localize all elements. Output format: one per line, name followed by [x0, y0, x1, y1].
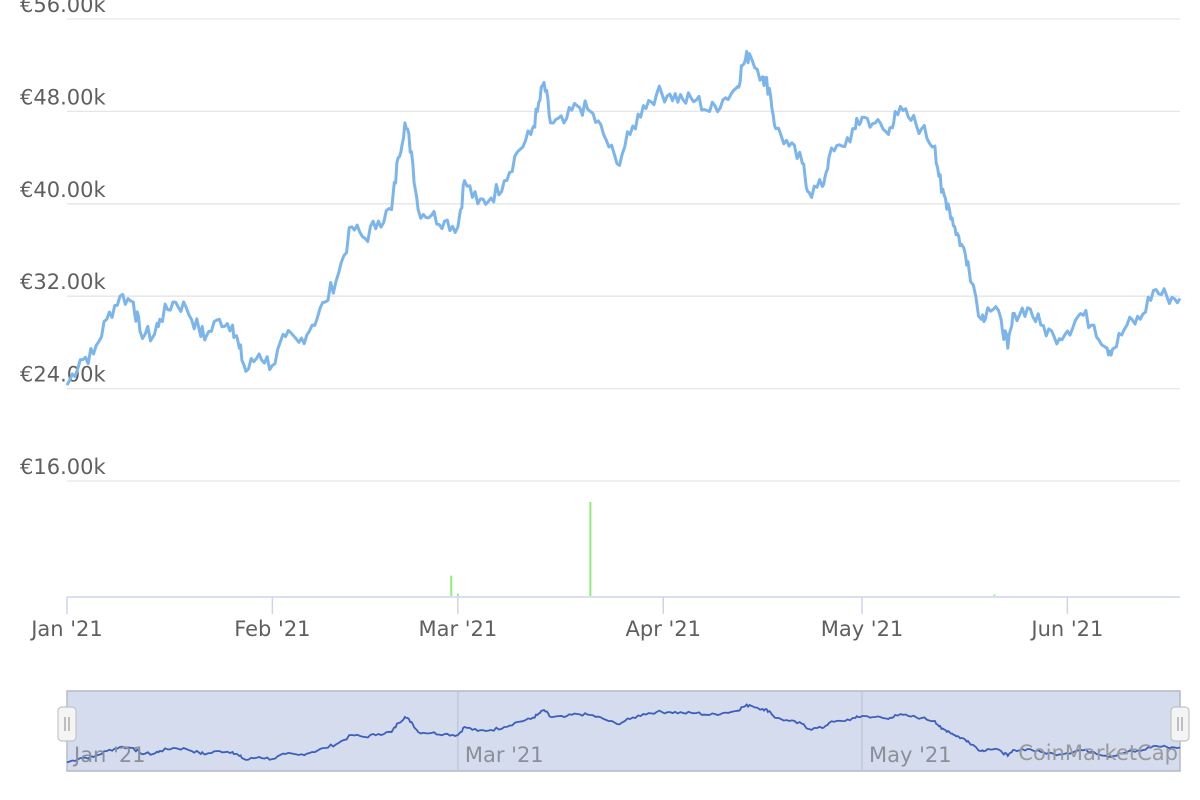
- y-tick-label: €16.00k: [20, 455, 106, 479]
- credits-label[interactable]: CoinMarketCap: [1018, 741, 1178, 765]
- navigator-right-handle[interactable]: [1170, 706, 1190, 742]
- bar-mark: [589, 502, 592, 596]
- navigator-selection[interactable]: [66, 690, 1181, 772]
- bar-series: [450, 502, 996, 596]
- y-tick-label: €24.00k: [20, 363, 106, 387]
- x-tick-label: Jun '21: [1029, 617, 1103, 641]
- x-tick-label: Apr '21: [626, 617, 702, 641]
- y-axis-labels: €16.00k €24.00k €32.00k €40.00k €48.00k €56.0…: [20, 0, 106, 479]
- navigator-series-line: [66, 703, 1181, 764]
- x-tick-label: May '21: [821, 617, 904, 641]
- navigator-label: May '21: [869, 743, 952, 767]
- x-axis: Jan '21 Feb '21 Mar '21 Apr '21 May '21 Jun '…: [29, 596, 1180, 641]
- y-tick-label: €40.00k: [20, 178, 106, 202]
- x-tick-label: Feb '21: [234, 617, 310, 641]
- price-line-series: [65, 49, 1182, 386]
- bar-mark: [456, 593, 459, 596]
- y-tick-label: €56.00k: [20, 0, 106, 17]
- price-line: [65, 49, 1182, 386]
- bar-mark: [450, 575, 453, 596]
- navigator[interactable]: Jan '21 Mar '21 May '21 CoinMarketCap: [57, 690, 1190, 772]
- x-tick-label: Mar '21: [418, 617, 497, 641]
- y-tick-label: €48.00k: [20, 85, 106, 109]
- navigator-left-handle[interactable]: [57, 706, 77, 742]
- y-tick-label: €32.00k: [20, 270, 106, 294]
- x-tick-label: Jan '21: [29, 617, 103, 641]
- grid-lines: [67, 18, 1180, 482]
- navigator-label: Mar '21: [465, 743, 544, 767]
- navigator-label: Jan '21: [72, 743, 146, 767]
- bar-mark: [993, 594, 996, 596]
